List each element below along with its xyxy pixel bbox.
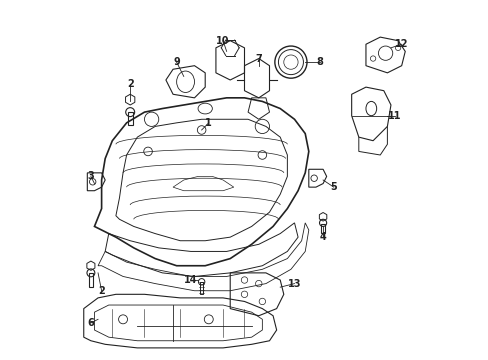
Text: 1: 1 [205,118,212,128]
Text: 3: 3 [87,171,94,181]
Text: 7: 7 [255,54,262,64]
Text: 6: 6 [87,318,94,328]
Text: 12: 12 [394,39,407,49]
Bar [320,224,325,233]
Text: 14: 14 [184,275,197,285]
Text: 4: 4 [319,232,326,242]
Bar [200,282,203,294]
Bar [127,112,132,125]
Bar [88,273,93,287]
Text: 5: 5 [330,182,337,192]
Text: 13: 13 [287,279,301,289]
Text: 8: 8 [315,57,322,67]
Text: 2: 2 [98,286,105,296]
Text: 10: 10 [216,36,229,46]
Text: 2: 2 [126,78,133,89]
Text: 11: 11 [387,111,401,121]
Text: 9: 9 [173,57,180,67]
